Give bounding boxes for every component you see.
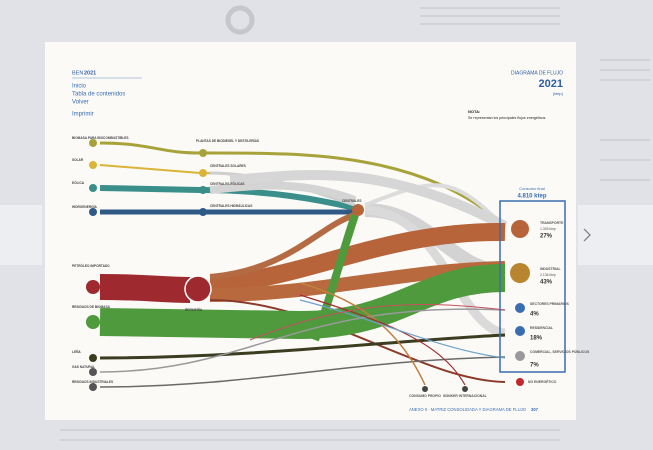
final-box <box>499 200 566 373</box>
source-label: PETRÓLEO IMPORTADO <box>72 263 110 268</box>
sector-share: 4% <box>530 312 539 318</box>
other-label: BÚNKER INTERNACIONAL <box>443 393 487 398</box>
other-label: CONSUMO PROPIO <box>409 394 441 398</box>
source-icons <box>86 139 364 391</box>
sector-label: TRANSPORTE <box>540 221 564 225</box>
next-page-arrow[interactable] <box>583 228 591 242</box>
plant-label: CENTRALES SOLARES <box>210 164 246 168</box>
sector-label: SECTORES PRIMARIOS <box>530 302 569 306</box>
source-labels: BIOMASA PARA BIOCOMBUSTIBLES SOLAR EÓLIC… <box>72 136 361 384</box>
brand: BEN <box>72 70 83 76</box>
sector-share: 18% <box>530 336 543 342</box>
source-label: GAS NATURAL <box>72 365 95 369</box>
prev-strip <box>0 205 42 265</box>
note-text: Se representan los principales flujos en… <box>468 116 546 120</box>
sector-label: COMERCIAL, SERVICIOS PÚBLICOS <box>530 349 590 354</box>
final-label: Consumo final <box>519 186 545 191</box>
brand-year: 2021 <box>84 70 96 76</box>
footer: ANEXO II - MATRIZ CONSOLIDADA Y DIAGRAMA… <box>409 407 539 412</box>
nav-link[interactable]: Volver <box>72 100 89 106</box>
source-label: RESIDUOS DE BIOMASA <box>72 305 111 309</box>
title: DIAGRAMA DE FLUJO <box>511 70 563 76</box>
plant-label: CENTRALES EÓLICAS <box>210 181 245 186</box>
sector-label: RESIDENCIAL <box>530 326 553 330</box>
source-label: RESIDUOS INDUSTRIALES <box>72 380 113 384</box>
plant-label: CENTRALES HIDRÁULICAS <box>210 203 252 208</box>
nav-link[interactable]: Imprimir <box>72 112 94 118</box>
source-label: EÓLICA <box>72 180 85 185</box>
sector-value: 1.305 ktep <box>540 227 556 231</box>
heading: DIAGRAMA DE FLUJO 2021 (ktep) NOTA: Se r… <box>468 70 564 120</box>
nav-link[interactable]: Inicio <box>72 84 87 90</box>
nav-link[interactable]: Tabla de contenidos <box>72 92 125 98</box>
year: 2021 <box>539 78 563 90</box>
sector-share: 43% <box>540 280 553 286</box>
sector-share: 7% <box>530 363 539 369</box>
plant-label: PLANTAS DE BIODIESEL Y DESTILERÍAS <box>196 138 259 143</box>
source-label: HIDROENERGÍA <box>72 204 97 209</box>
sector-icons <box>422 220 530 392</box>
plant-label: CENTRALES <box>342 199 361 203</box>
final-value: 4.810 ktep <box>517 194 546 200</box>
sector-share: 27% <box>540 234 553 240</box>
source-label: SOLAR <box>72 158 84 162</box>
note-title: NOTA: <box>468 109 480 114</box>
sector-label: INDUSTRIAL <box>540 267 561 271</box>
final-consumption: Consumo final 4.810 ktep <box>499 186 566 373</box>
nav: BEN 2021 Inicio Tabla de contenidos Volv… <box>72 70 142 118</box>
source-label: BIOMASA PARA BIOCOMBUSTIBLES <box>72 136 129 140</box>
page-number: 307 <box>531 407 539 412</box>
footer-text: ANEXO II - MATRIZ CONSOLIDADA Y DIAGRAMA… <box>409 407 527 412</box>
sector-label: NO ENERGÉTICO <box>528 379 557 384</box>
source-label: LEÑA <box>72 349 81 354</box>
flows <box>99 141 508 388</box>
unit: (ktep) <box>553 91 564 96</box>
sector-value: 2.136 ktep <box>540 273 556 277</box>
plant-label: REFINERÍA <box>185 307 203 312</box>
sector-labels: TRANSPORTE 1.305 ktep 27% INDUSTRIAL 2.1… <box>409 221 590 398</box>
